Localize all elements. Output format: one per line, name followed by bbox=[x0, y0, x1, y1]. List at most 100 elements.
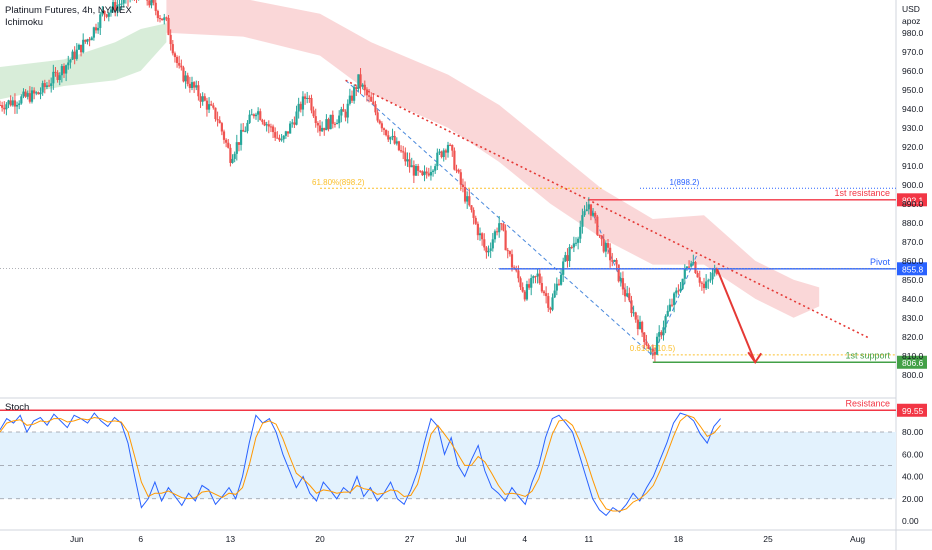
candle-body bbox=[438, 151, 441, 153]
candle-body bbox=[37, 92, 40, 95]
candle-body bbox=[190, 82, 194, 88]
candle-body bbox=[274, 132, 277, 138]
candle-body bbox=[284, 131, 287, 136]
candle-body bbox=[178, 62, 181, 66]
pivot-label: Pivot bbox=[870, 257, 891, 267]
candle-body bbox=[105, 14, 108, 17]
candle-body bbox=[463, 186, 467, 202]
candle-body bbox=[442, 150, 445, 158]
candle-body bbox=[564, 255, 567, 262]
candle-body bbox=[325, 119, 328, 131]
candle-body bbox=[353, 87, 356, 101]
candle-body bbox=[214, 107, 217, 120]
candle-body bbox=[660, 332, 663, 336]
candle-body bbox=[210, 104, 213, 106]
candle-body bbox=[26, 93, 29, 97]
candle-body bbox=[538, 273, 541, 284]
first-support-price-tag bbox=[897, 355, 927, 369]
candle-body bbox=[60, 66, 63, 76]
candle-body bbox=[231, 158, 234, 163]
candle-body bbox=[429, 171, 433, 176]
candle-body bbox=[359, 74, 362, 87]
stoch-series-d bbox=[0, 414, 721, 512]
candle-body bbox=[227, 142, 230, 148]
candle-body bbox=[641, 321, 644, 333]
candle-body bbox=[13, 100, 17, 107]
candle-body bbox=[333, 123, 337, 125]
candle-body bbox=[711, 272, 714, 280]
candle-body bbox=[216, 119, 219, 121]
candle-body bbox=[173, 53, 177, 58]
candle-body bbox=[107, 12, 110, 17]
candle-body bbox=[376, 112, 379, 121]
candle-body bbox=[395, 141, 398, 144]
candle-body bbox=[380, 123, 383, 129]
candle-body bbox=[52, 71, 55, 84]
candle-body bbox=[203, 96, 206, 101]
candle-body bbox=[466, 196, 469, 202]
candle-body bbox=[0, 105, 2, 106]
candle-body bbox=[572, 243, 575, 248]
candle-body bbox=[79, 44, 83, 53]
candle-body bbox=[30, 90, 34, 102]
candle-body bbox=[244, 131, 247, 133]
candle-body bbox=[201, 96, 204, 102]
candle-body bbox=[508, 251, 511, 255]
candle-body bbox=[269, 126, 273, 128]
candle-body bbox=[399, 150, 403, 152]
candle-body bbox=[662, 327, 665, 336]
time-tick-label: Jun bbox=[70, 534, 84, 544]
candle-body bbox=[289, 123, 292, 134]
candle-body bbox=[453, 150, 456, 170]
candle-body bbox=[295, 111, 298, 125]
candle-body bbox=[346, 103, 349, 118]
candle-body bbox=[372, 101, 375, 105]
candle-body bbox=[318, 125, 322, 132]
candle-body bbox=[457, 169, 460, 173]
candle-body bbox=[545, 293, 548, 297]
candle-body bbox=[408, 159, 411, 168]
candle-body bbox=[579, 226, 582, 239]
candle-body bbox=[335, 123, 339, 125]
price-tick-label: 980.0 bbox=[902, 28, 924, 38]
stoch-tick-label: 80.00 bbox=[902, 427, 924, 437]
candle-body bbox=[489, 248, 492, 251]
candle-body bbox=[696, 272, 699, 278]
candle-body bbox=[312, 110, 315, 117]
candle-body bbox=[491, 239, 494, 249]
ichimoku-cloud bbox=[0, 0, 820, 318]
candle-body bbox=[446, 144, 450, 153]
candle-body bbox=[350, 95, 354, 101]
candle-body bbox=[175, 57, 179, 63]
time-tick-label: 4 bbox=[522, 534, 527, 544]
candle-body bbox=[235, 142, 238, 154]
candle-body bbox=[709, 279, 712, 281]
candle-body bbox=[431, 170, 435, 172]
candle-body bbox=[193, 82, 196, 88]
candle-body bbox=[278, 137, 281, 141]
candle-body bbox=[24, 91, 27, 97]
projection-arrow-head bbox=[747, 351, 763, 365]
candle-body bbox=[698, 277, 701, 283]
candle-body bbox=[20, 96, 23, 104]
candle-body bbox=[199, 96, 202, 102]
candle-body bbox=[355, 87, 358, 90]
candle-body bbox=[397, 141, 401, 151]
candle-body bbox=[286, 131, 290, 134]
candle-body bbox=[651, 348, 654, 352]
candle-body bbox=[22, 91, 25, 97]
candle-body bbox=[444, 150, 447, 153]
candle-body bbox=[519, 278, 522, 288]
candle-body bbox=[237, 142, 241, 145]
candle-body bbox=[423, 171, 426, 176]
candle-body bbox=[449, 144, 452, 146]
candle-body bbox=[542, 291, 546, 294]
price-tick-label: 960.0 bbox=[902, 66, 924, 76]
candle-body bbox=[3, 107, 6, 110]
price-tick-label: 850.0 bbox=[902, 275, 924, 285]
candle-body bbox=[713, 268, 716, 273]
candle-body bbox=[263, 122, 266, 126]
candle-body bbox=[687, 266, 691, 268]
candle-body bbox=[75, 49, 78, 59]
candle-body bbox=[434, 166, 437, 171]
